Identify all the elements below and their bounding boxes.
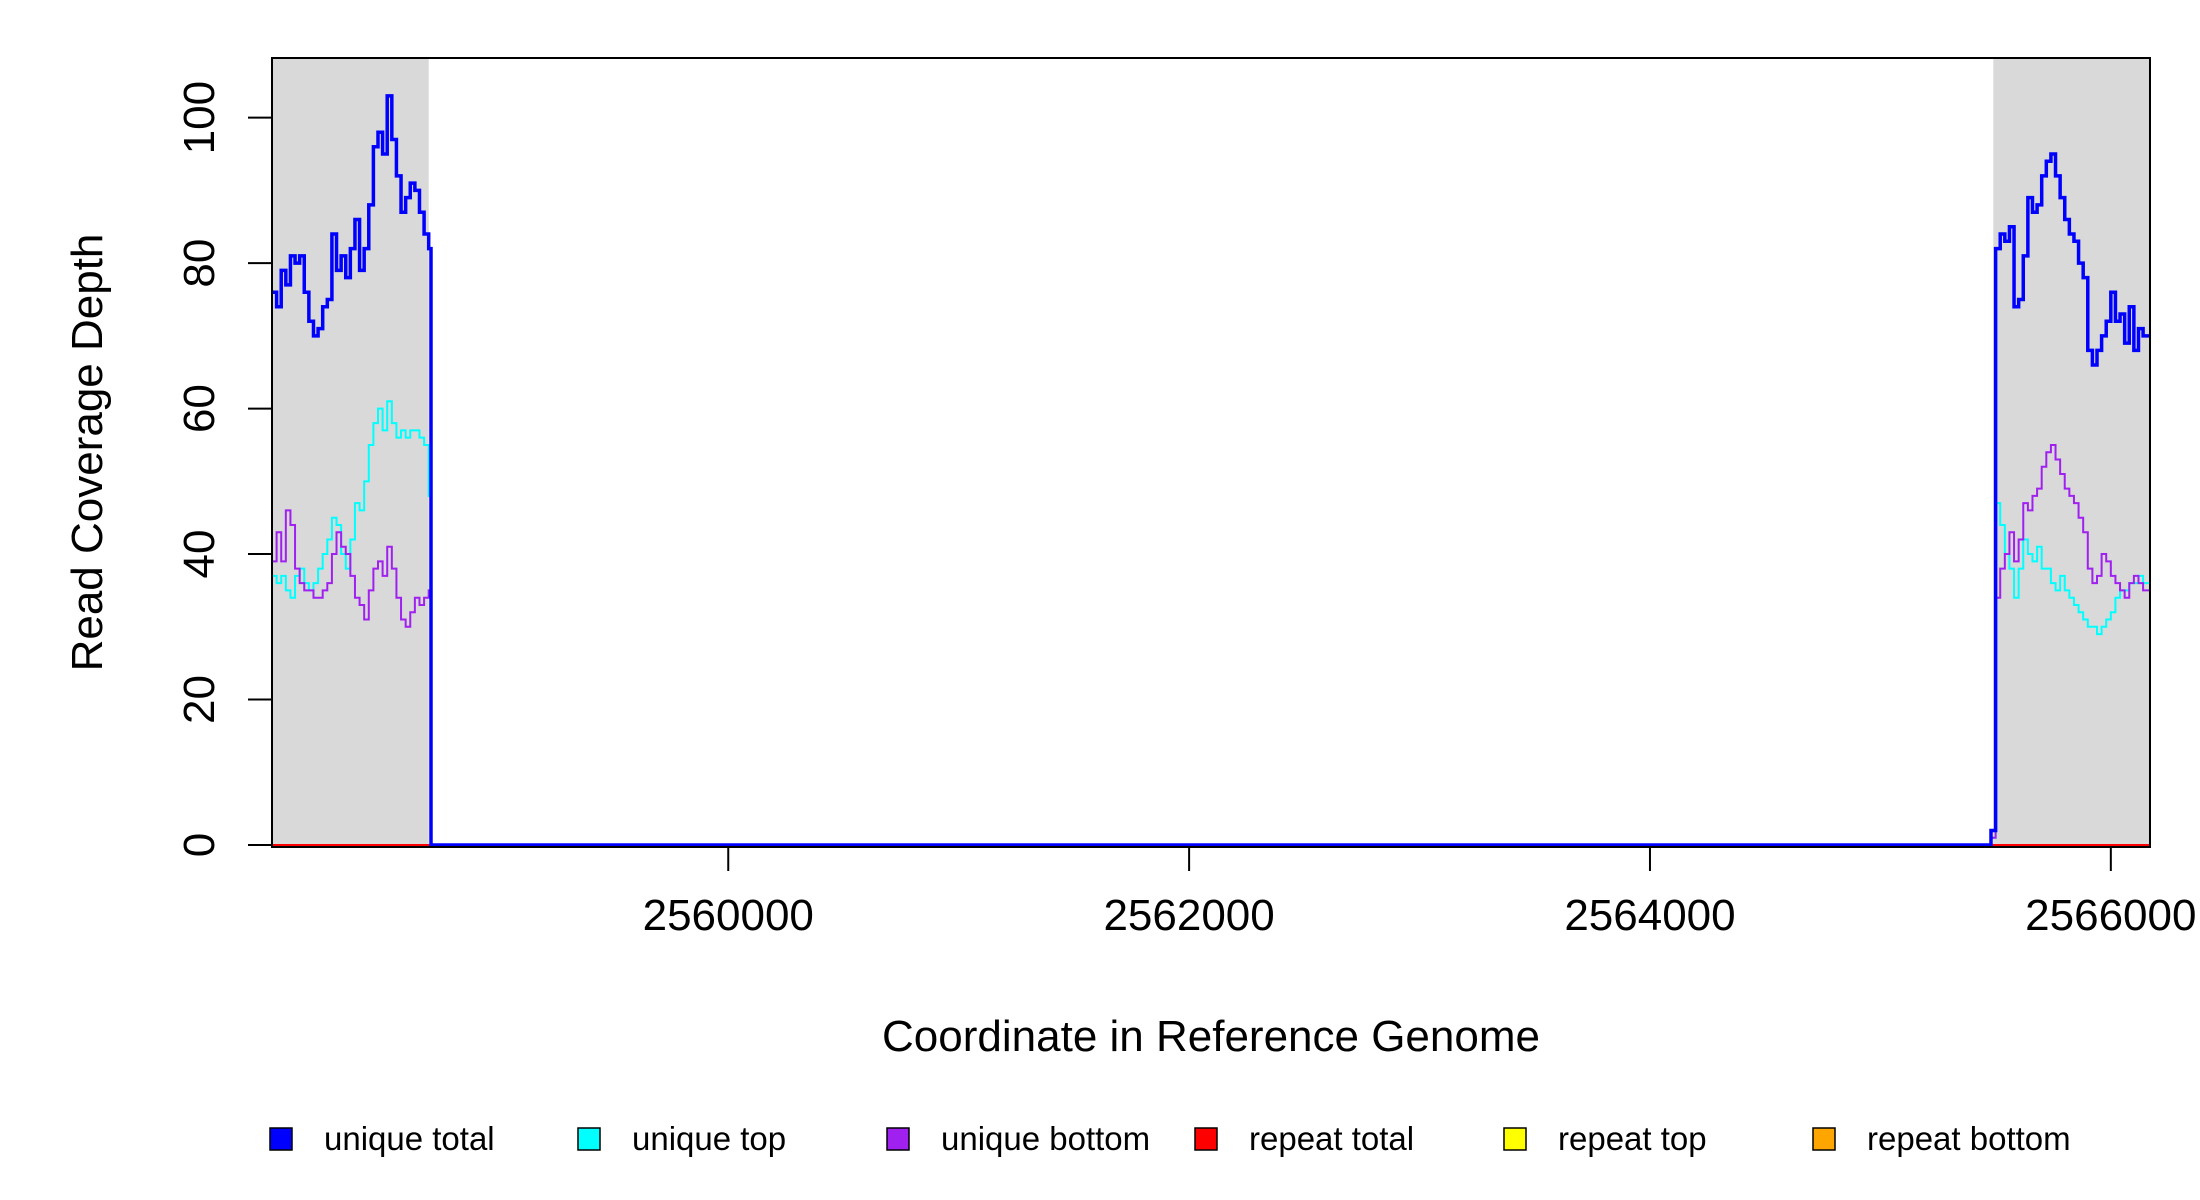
x-tick-label: 2562000 xyxy=(1103,891,1274,940)
shaded-region-1 xyxy=(272,58,429,847)
legend-label: unique bottom xyxy=(941,1120,1150,1157)
legend-label: unique top xyxy=(632,1120,786,1157)
y-tick-label: 40 xyxy=(175,530,224,579)
legend-swatch xyxy=(269,1127,293,1151)
x-axis-title: Coordinate in Reference Genome xyxy=(882,1012,1540,1061)
legend-swatch xyxy=(886,1127,910,1151)
series-unique-total xyxy=(272,94,2150,847)
y-tick-label: 100 xyxy=(175,81,224,154)
plot-frame xyxy=(271,57,2151,848)
y-tick-label: 0 xyxy=(175,833,224,857)
shaded-regions xyxy=(272,58,2150,847)
legend: unique total unique top unique bottom repea… xyxy=(269,1120,2071,1157)
legend-swatch xyxy=(577,1127,601,1151)
x-tick-label: 2564000 xyxy=(1564,891,1735,940)
y-tick-label: 20 xyxy=(175,675,224,724)
y-axis: 0 20 40 60 80 100 xyxy=(175,81,272,857)
legend-label: repeat bottom xyxy=(1867,1120,2071,1157)
y-tick-label: 80 xyxy=(175,239,224,288)
legend-swatch xyxy=(1503,1127,1527,1151)
shaded-region-2 xyxy=(1993,58,2150,847)
series-unique-top xyxy=(272,400,2150,846)
series-unique-bottom xyxy=(272,443,2150,846)
x-axis: 2560000 2562000 2564000 2566000 xyxy=(643,847,2196,940)
legend-swatch xyxy=(1194,1127,1218,1151)
x-tick-label: 2560000 xyxy=(643,891,814,940)
y-tick-label: 60 xyxy=(175,384,224,433)
legend-swatch xyxy=(1812,1127,1836,1151)
x-tick-label: 2566000 xyxy=(2025,891,2196,940)
data-series xyxy=(272,94,2150,847)
legend-label: repeat top xyxy=(1558,1120,1707,1157)
y-axis-title: Read Coverage Depth xyxy=(63,234,112,672)
legend-label: repeat total xyxy=(1249,1120,1414,1157)
legend-label: unique total xyxy=(324,1120,495,1157)
